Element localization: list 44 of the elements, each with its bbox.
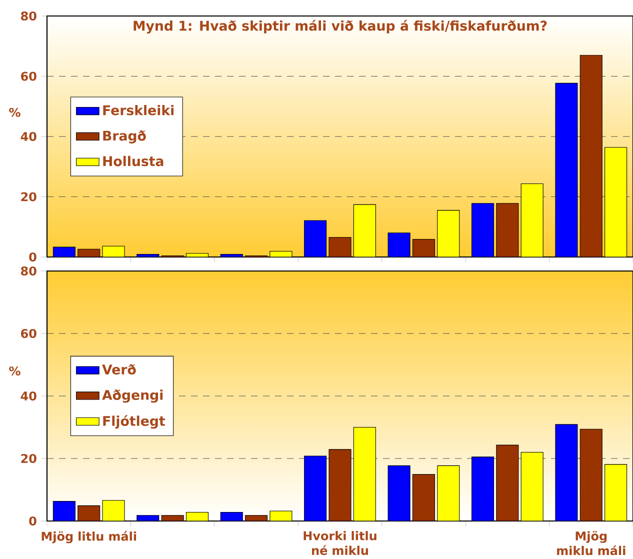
bar: [388, 232, 410, 257]
y-tick-label: 80: [20, 11, 36, 21]
bar: [580, 54, 602, 257]
y-tick-label: 60: [21, 72, 36, 81]
x-tick-label: Mjög miklu máli: [557, 531, 626, 556]
y-tick-label: 60: [21, 328, 36, 338]
legend-label: Aðgengi: [102, 390, 163, 403]
y-tick-label: 40: [20, 391, 36, 401]
legend-label: Bragð: [103, 130, 146, 144]
chart-title: Mynd 1: Hvað skiptir máli við kaup á fiski/fiskafurðum?: [134, 20, 547, 34]
y-tick-label: 0: [29, 516, 36, 526]
bar: [328, 237, 352, 257]
bar: [304, 456, 327, 521]
bar: [412, 238, 435, 257]
bar: [412, 474, 435, 521]
legend-label: Verð: [102, 364, 136, 375]
bar: [388, 465, 410, 521]
bar: [520, 184, 544, 257]
bar: [496, 203, 519, 257]
bar: [52, 501, 76, 521]
bar: [555, 82, 578, 257]
bar: [580, 428, 602, 521]
bar: [471, 456, 494, 521]
bar: [604, 147, 628, 257]
bar: [496, 444, 519, 521]
y-tick-label: 20: [21, 454, 36, 464]
x-tick-label: Hvorki litlu né miklu: [304, 531, 376, 555]
bar: [328, 449, 352, 521]
legend-label: Hollusta: [103, 156, 164, 166]
y-tick-label: 20: [21, 192, 36, 202]
bar: [471, 203, 494, 257]
y-axis-title: %: [9, 108, 20, 117]
bar: [78, 505, 100, 521]
y-tick-label: 80: [20, 266, 36, 276]
legend-label: Ferskleiki: [103, 104, 174, 116]
bar: [437, 210, 460, 257]
y-tick-label: 0: [29, 252, 36, 262]
x-tick-label: Mjög litlu máli: [42, 531, 136, 544]
bar: [353, 204, 376, 257]
legend-label: Fljótlegt: [103, 415, 166, 429]
bar: [304, 220, 327, 257]
y-tick-label: 40: [20, 132, 36, 142]
bar: [555, 424, 578, 521]
y-axis-title: %: [9, 366, 20, 376]
